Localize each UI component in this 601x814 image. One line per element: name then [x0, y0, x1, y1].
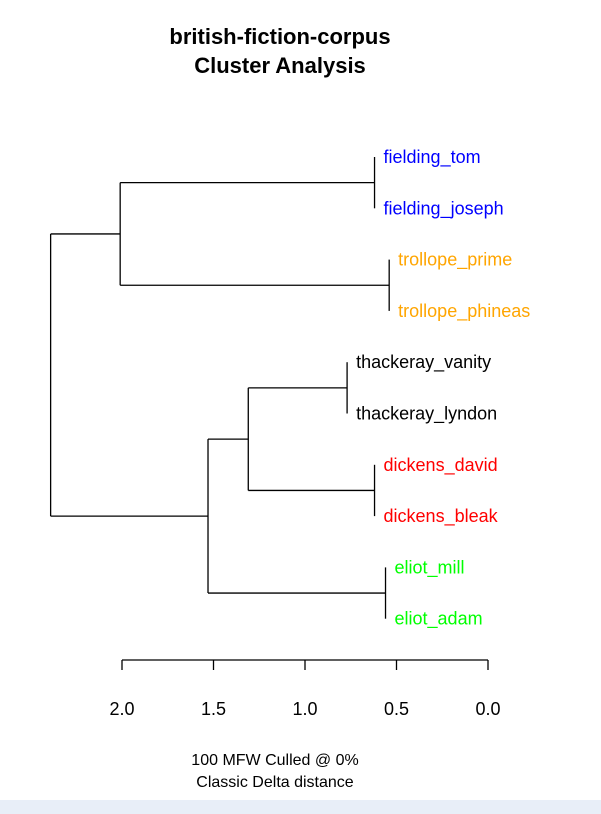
- leaf-label-dickens-david: dickens_david: [384, 455, 498, 476]
- leaf-label-fielding-tom: fielding_tom: [384, 147, 481, 168]
- chart-title-line2: Cluster Analysis: [194, 53, 366, 78]
- chart-title-line1: british-fiction-corpus: [169, 24, 391, 49]
- x-tick-label-0.5: 0.5: [384, 699, 409, 719]
- leaf-label-thackeray-vanity: thackeray_vanity: [356, 352, 491, 373]
- footer-distance-info: Classic Delta distance: [196, 774, 354, 791]
- x-tick-label-1.0: 1.0: [292, 699, 317, 719]
- x-tick-label-1.5: 1.5: [201, 699, 226, 719]
- bottom-strip: [0, 800, 601, 814]
- leaf-label-fielding-joseph: fielding_joseph: [384, 198, 504, 219]
- leaf-label-trollope-phineas: trollope_phineas: [398, 301, 530, 322]
- leaf-label-eliot-mill: eliot_mill: [395, 557, 465, 578]
- footer-mfw-info: 100 MFW Culled @ 0%: [191, 752, 359, 769]
- x-tick-label-0.0: 0.0: [475, 699, 500, 719]
- leaf-label-dickens-bleak: dickens_bleak: [384, 506, 499, 527]
- x-tick-label-2.0: 2.0: [109, 699, 134, 719]
- dendrogram-chart: fielding_tom fielding_joseph trollope_prim…: [49, 147, 530, 719]
- leaf-label-thackeray-lyndon: thackeray_lyndon: [356, 404, 497, 425]
- leaf-label-trollope-prime: trollope_prime: [398, 250, 512, 271]
- leaf-label-eliot-adam: eliot_adam: [395, 609, 483, 630]
